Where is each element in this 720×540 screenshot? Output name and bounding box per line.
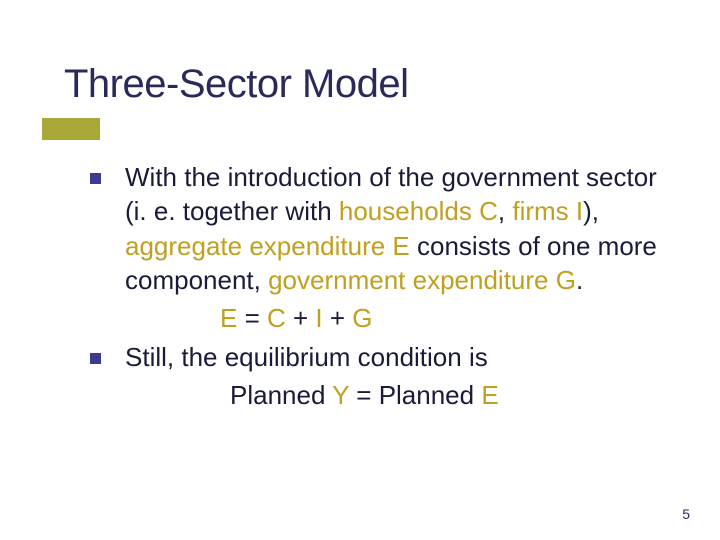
eq-term: C xyxy=(267,303,286,333)
text-run: ), xyxy=(583,196,599,226)
slide-title-area: Three-Sector Model xyxy=(42,62,680,107)
eq-op: + xyxy=(323,303,353,333)
eq-op: + xyxy=(286,303,316,333)
text-run: . xyxy=(576,265,583,295)
square-bullet-icon xyxy=(90,353,101,364)
eq-term: I xyxy=(315,303,322,333)
eq-term: E xyxy=(220,303,237,333)
page-number: 5 xyxy=(682,506,690,522)
title-accent-block xyxy=(42,118,100,140)
highlight-run: firms I xyxy=(512,196,583,226)
equation-line: Planned Y = Planned E xyxy=(90,378,680,412)
eq-text: Planned xyxy=(230,380,332,410)
highlight-run: households C xyxy=(339,196,498,226)
highlight-run: aggregate expenditure E xyxy=(125,231,410,261)
bullet-text: Still, the equilibrium condition is xyxy=(125,340,488,374)
text-run: , xyxy=(498,196,512,226)
bullet-text: With the introduction of the government … xyxy=(125,160,680,297)
square-bullet-icon xyxy=(90,173,101,184)
eq-op: = xyxy=(349,380,379,410)
eq-text: Planned xyxy=(379,380,482,410)
equation-line: E = C + I + G xyxy=(90,301,680,335)
eq-op: = xyxy=(237,303,267,333)
eq-term: G xyxy=(352,303,372,333)
eq-term: E xyxy=(481,380,498,410)
eq-term: Y xyxy=(332,380,349,410)
bullet-item: Still, the equilibrium condition is xyxy=(90,340,680,374)
slide-body: With the introduction of the government … xyxy=(90,160,680,412)
slide-title: Three-Sector Model xyxy=(42,62,680,107)
highlight-run: government expenditure G xyxy=(268,265,576,295)
bullet-item: With the introduction of the government … xyxy=(90,160,680,297)
